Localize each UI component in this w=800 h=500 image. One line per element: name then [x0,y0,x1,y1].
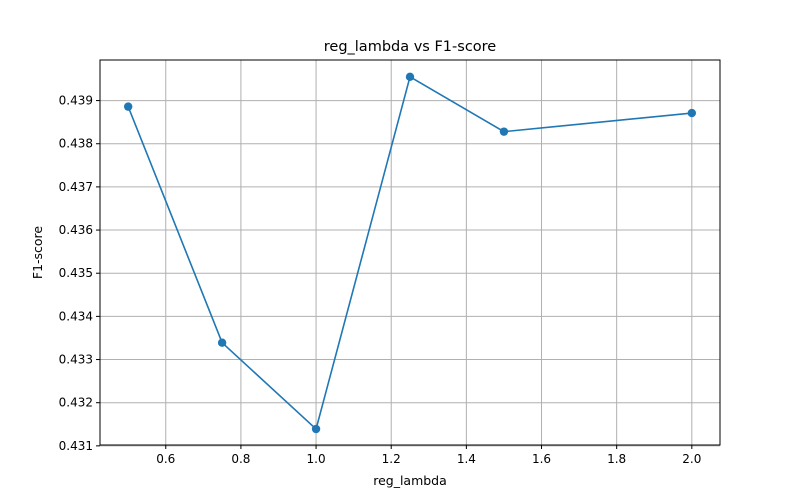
x-tick-label: 1.4 [457,452,476,466]
y-axis-label: F1-score [30,226,45,280]
x-axis-label: reg_lambda [373,473,447,488]
x-tick-label: 0.6 [156,452,175,466]
x-tick-label: 1.2 [382,452,401,466]
data-point [499,127,509,136]
series-line [127,76,692,430]
y-tick-label: 0.431 [59,439,93,453]
chart-title: reg_lambda vs F1-score [324,39,497,55]
y-tick-label: 0.437 [59,180,93,194]
x-tick-label: 1.0 [307,452,326,466]
series-layer [123,72,697,434]
y-tick-label: 0.435 [59,266,93,280]
x-tick-label: 1.8 [607,452,626,466]
axes: 0.6 0.8 1.0 1.2 1.4 1.6 1.8 2.0 0.431 0.432 0.433 0… [59,59,721,466]
y-tick-label: 0.439 [59,94,93,108]
y-tick-label: 0.436 [59,223,93,237]
data-point [405,72,415,82]
data-point [311,424,321,434]
data-point [687,108,697,118]
data-point [217,338,227,347]
x-tick-label: 2.0 [682,452,701,466]
y-tick-label: 0.433 [59,353,93,367]
y-tick-label: 0.438 [59,137,93,151]
x-tick-label: 0.8 [231,452,250,466]
x-tick-label: 1.6 [532,452,551,466]
grid [100,60,720,447]
y-tick-label: 0.434 [59,309,93,323]
data-point [123,102,133,111]
plot-frame [99,59,721,446]
y-tick-label: 0.432 [59,396,93,410]
